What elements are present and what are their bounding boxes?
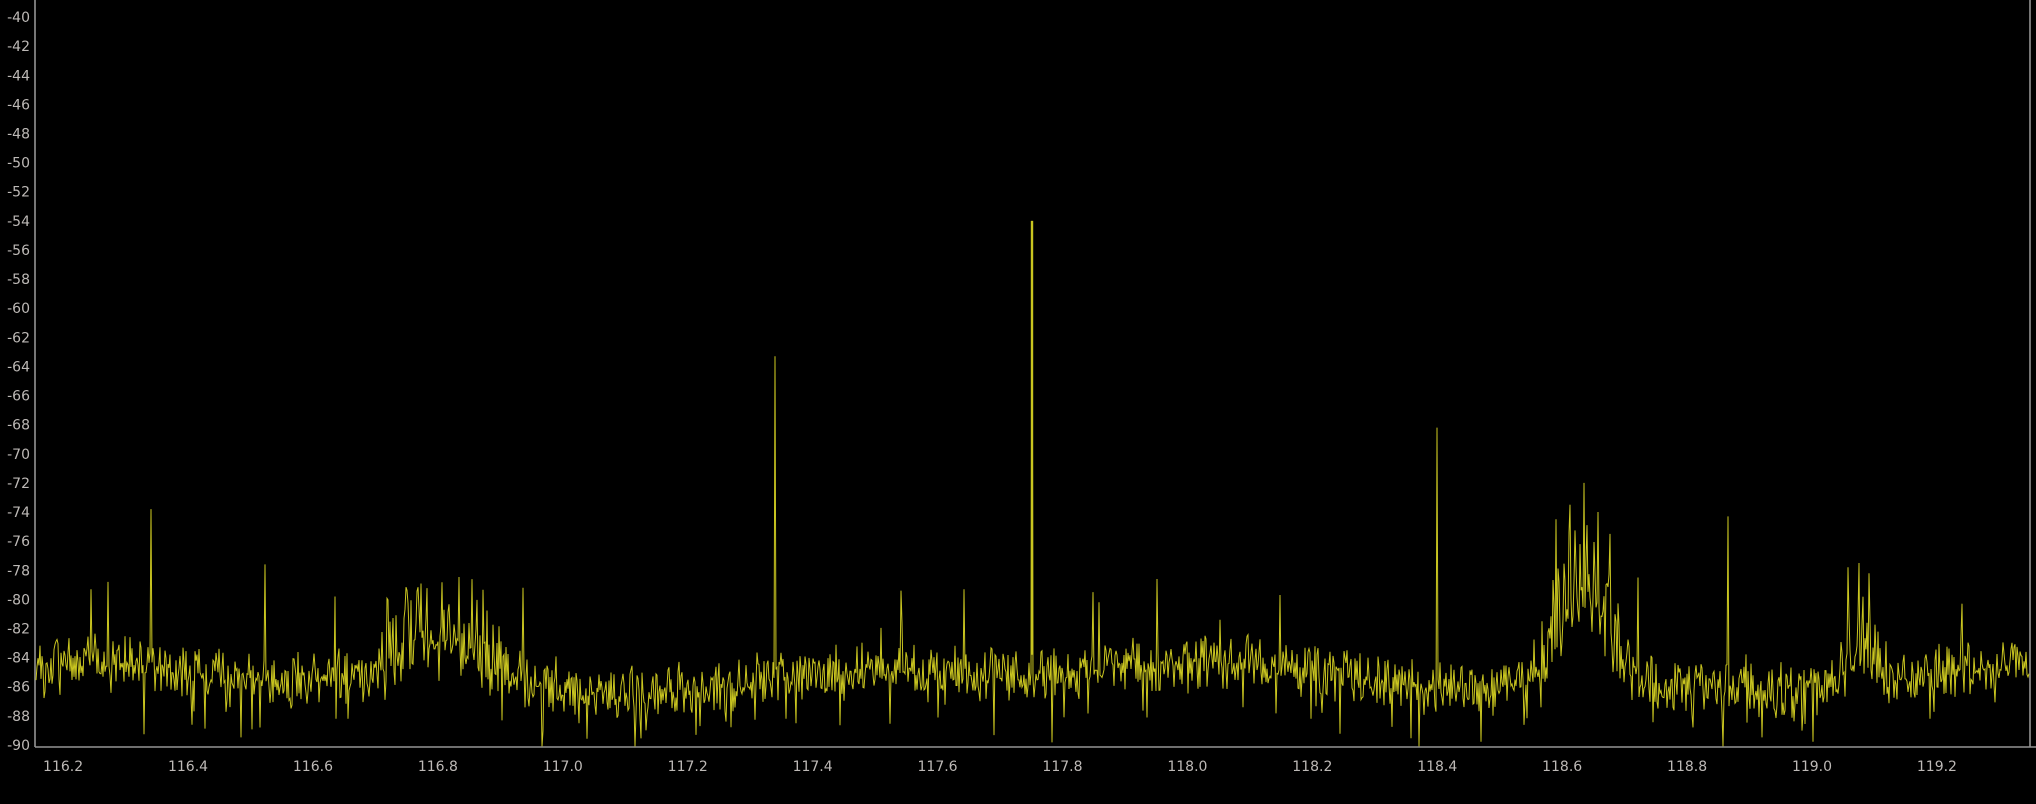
y-tick-label: -80 <box>7 592 30 608</box>
y-axis-labels: -40 -42 -44 -46 -48 -50 -52 -54 -56 -58 -60 -62 -64 -… <box>7 10 30 754</box>
y-tick-label: -56 <box>7 243 30 259</box>
y-tick-label: -88 <box>7 709 30 725</box>
y-tick-label: -40 <box>7 10 30 26</box>
y-tick-label: -46 <box>7 97 30 113</box>
y-tick-label: -52 <box>7 185 30 201</box>
y-tick-label: -90 <box>7 738 30 754</box>
y-tick-label: -44 <box>7 68 30 84</box>
x-tick-label: 117.6 <box>918 759 958 775</box>
x-tick-label: 117.8 <box>1042 759 1082 775</box>
y-tick-label: -58 <box>7 272 30 288</box>
x-tick-label: 116.2 <box>43 759 83 775</box>
y-tick-label: -60 <box>7 301 30 317</box>
y-tick-label: -70 <box>7 447 30 463</box>
x-tick-label: 117.2 <box>668 759 708 775</box>
x-tick-label: 118.6 <box>1542 759 1582 775</box>
y-tick-label: -68 <box>7 418 30 434</box>
y-tick-label: -50 <box>7 156 30 172</box>
y-tick-label: -72 <box>7 476 30 492</box>
y-tick-label: -84 <box>7 651 30 667</box>
x-tick-label: 118.2 <box>1292 759 1332 775</box>
x-axis-labels: 116.2 116.4 116.6 116.8 117.0 117.2 117.4 117.6… <box>43 759 1957 775</box>
y-tick-label: -54 <box>7 214 30 230</box>
x-tick-label: 116.6 <box>293 759 333 775</box>
y-tick-label: -42 <box>7 39 30 55</box>
y-tick-label: -82 <box>7 621 30 637</box>
y-tick-label: -64 <box>7 359 30 375</box>
plot-frame <box>34 0 2036 748</box>
x-tick-label: 118.0 <box>1167 759 1207 775</box>
x-tick-label: 117.0 <box>543 759 583 775</box>
y-tick-label: -62 <box>7 330 30 346</box>
x-tick-label: 118.4 <box>1417 759 1457 775</box>
x-tick-label: 116.4 <box>168 759 208 775</box>
x-tick-label: 117.4 <box>793 759 833 775</box>
x-tick-label: 119.0 <box>1792 759 1832 775</box>
y-tick-label: -76 <box>7 534 30 550</box>
y-tick-label: -48 <box>7 127 30 143</box>
y-tick-label: -86 <box>7 680 30 696</box>
x-tick-label: 119.2 <box>1917 759 1957 775</box>
y-tick-label: -78 <box>7 563 30 579</box>
y-tick-label: -74 <box>7 505 30 521</box>
x-tick-label: 118.8 <box>1667 759 1707 775</box>
x-tick-label: 116.8 <box>418 759 458 775</box>
y-tick-label: -66 <box>7 389 30 405</box>
